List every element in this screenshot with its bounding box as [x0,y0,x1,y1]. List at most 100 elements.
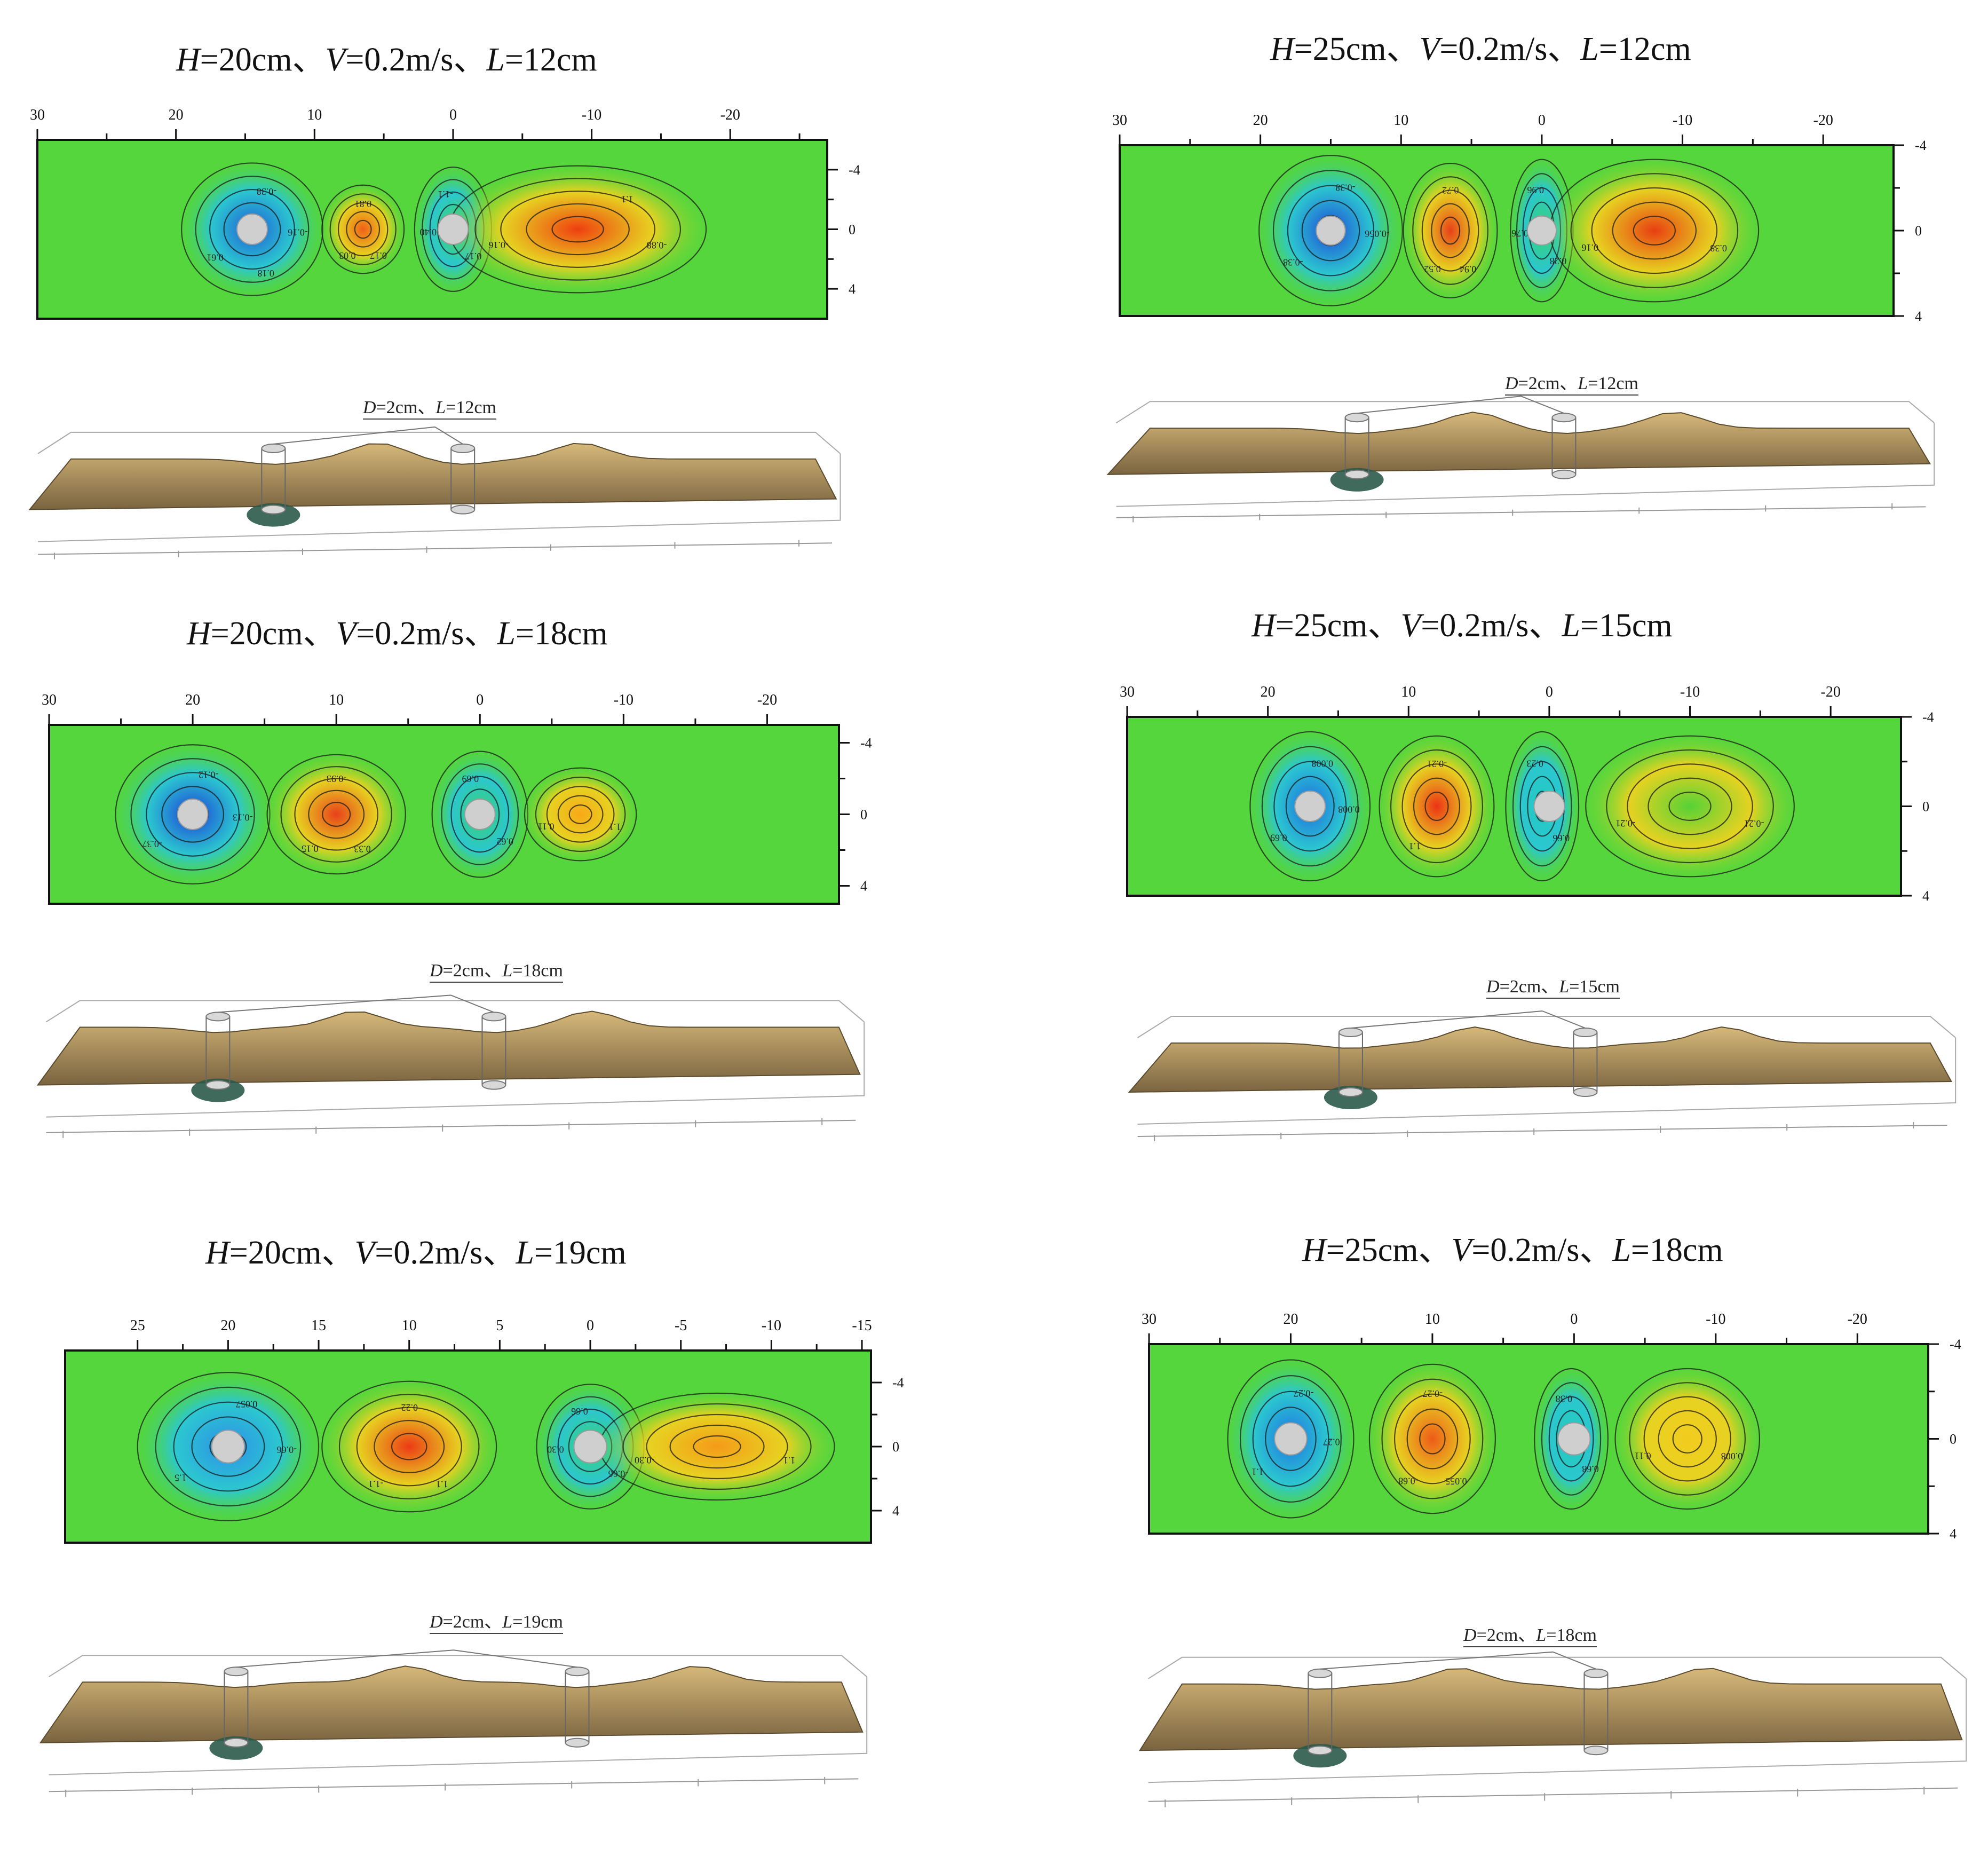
chart-title: H=25cm、V=0.2m/s、L=15cm [1252,598,1673,646]
x-tick-label: 0 [449,107,457,123]
y-tick-label: 0 [849,222,856,238]
var-value: =0.2m/s、 [1471,1232,1613,1268]
contour-line [1431,203,1470,258]
contour-line [374,1420,445,1473]
contour-line [321,1380,497,1513]
pier-marker [177,799,209,830]
contour-line [1668,792,1712,821]
contour-label: -0.12 [199,769,219,780]
contour-label: -0.68 [1398,1476,1419,1487]
surface-3d [28,426,841,559]
x-tick-label: -20 [1813,112,1833,129]
contour-label: 0.11 [1635,1450,1651,1461]
contour-blob [1577,730,1803,882]
leader-line [1357,396,1522,414]
contour-line [1252,1391,1329,1487]
chart-title: H=20cm、V=0.2m/s、L=19cm [205,1225,627,1273]
leader-line [1350,1010,1543,1029]
contour-map: -0.66 -1.1 0.66 1.1 1.5 0.22 -0.66 -0.30 0.057 1.… [64,1317,904,1544]
y-tick-label: 4 [860,879,867,894]
contour-line [441,763,519,865]
contour-label: 0.94 [1460,264,1477,274]
var-value: =20cm、 [200,42,326,78]
var-value: =12cm [504,42,597,78]
leader-line [1520,396,1564,414]
x-tick-label: 20 [185,692,200,708]
var-symbol: D [430,1612,443,1632]
surface-3d [1106,396,1935,523]
x-tick-label: -10 [582,107,601,123]
contour-label: 1.1 [1252,1467,1264,1478]
contour-label: 1.1 [621,194,633,205]
contour-label: 0.11 [538,822,555,832]
x-tick-label: -20 [1821,684,1841,700]
var-symbol: H [176,42,200,78]
contour-label: -0.21 [1427,759,1447,769]
var-value: =18cm [1546,1625,1597,1645]
x-tick-label: 0 [587,1317,594,1334]
var-value: =12cm [1598,31,1691,67]
contour-line [354,219,372,239]
contour-label: -0.66 [608,1468,629,1479]
contour-label: 0.30 [547,1444,564,1455]
contour-line [1285,776,1335,837]
contour-label: 0.62 [496,836,513,847]
contour-label: 0.69 [1270,832,1287,843]
contour-label: -0.13 [233,812,253,823]
contour-label: 1.1 [436,1479,448,1489]
contour-label: 0.18 [257,268,274,279]
var-symbol: L [435,398,446,417]
scour-hole [1293,1744,1347,1768]
contour-line [524,767,637,862]
contour-blob [439,161,717,298]
contour-label: 0.057 [236,1399,258,1410]
contour-line [1406,1408,1459,1470]
contour-blob [590,1389,844,1504]
contour-label: 0.16 [1581,242,1598,253]
y-tick-label: 4 [1915,309,1922,324]
surface-subtitle: D=2cm、L=19cm [430,1607,563,1634]
contour-line [173,1401,283,1492]
contour-line [1239,1375,1342,1503]
x-tick-label: 10 [1425,1311,1440,1328]
x-tick-label: -5 [675,1317,687,1334]
contour-line [1381,1378,1484,1499]
y-tick-label: 0 [892,1439,899,1455]
var-symbol: D [363,398,376,417]
var-value: =19cm [512,1612,563,1632]
x-tick-label: -10 [1680,684,1700,700]
contour-line [557,795,604,834]
contour-line [1421,189,1479,272]
contour-label: 0.61 [207,252,224,263]
map-background [1120,145,1894,316]
contour-label: 0.27 [1323,1437,1340,1448]
contour-label: -0.27 [1422,1388,1443,1399]
bed-surface [36,1010,861,1086]
contour-label: 1.1 [609,822,621,832]
contour-label: 0.055 [1445,1476,1467,1487]
surface-3d [1128,1010,1957,1141]
var-value: =0.2m/s、 [356,615,497,652]
contour-label: -0.16 [488,240,509,250]
pier-marker [211,1429,245,1464]
contour-blob [315,1376,504,1517]
var-value: =20cm、 [229,1235,355,1271]
surface-subtitle: D=2cm、L=12cm [1505,368,1638,396]
contour-line [500,191,655,268]
contour-line [1390,749,1484,864]
x-tick-label: 15 [311,1317,326,1334]
contour-label: 0.008 [1338,804,1360,815]
y-tick-label: 0 [1950,1432,1957,1447]
contour-blob [1609,1363,1765,1515]
chart-title: H=25cm、V=0.2m/s、L=18cm [1302,1222,1723,1270]
contour-line [1606,749,1774,864]
contour-line [1591,187,1718,274]
contour-blob [520,764,641,865]
contour-label: 0.66 [1553,833,1570,843]
contour-line [1658,1410,1717,1468]
y-tick-label: -4 [892,1375,904,1391]
scour-hole [1330,468,1384,492]
bed-surface [39,1665,864,1743]
contour-line [669,1424,765,1469]
leader-line [273,426,435,445]
